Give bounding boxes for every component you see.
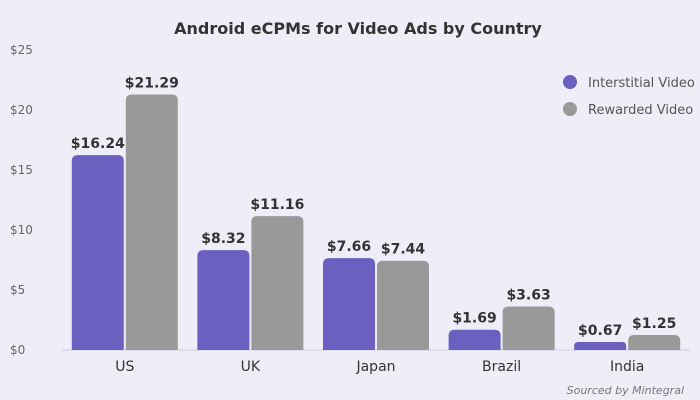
x-tick-label: Japan — [355, 359, 395, 375]
x-tick-label: Brazil — [482, 359, 521, 375]
x-tick-label: UK — [241, 359, 261, 375]
data-label: $3.63 — [506, 287, 550, 303]
legend-label: Rewarded Video — [588, 103, 693, 118]
bar-japan-rewarded — [377, 260, 429, 350]
data-label: $1.69 — [452, 311, 496, 327]
x-tick-label: US — [115, 359, 134, 375]
data-label: $0.67 — [578, 323, 622, 339]
data-label: $16.24 — [71, 136, 125, 152]
data-label: $1.25 — [632, 316, 676, 332]
bars: $16.24 $21.29 $8.32 $11.16 $7.66 $7.44 $1.69 $3… — [71, 76, 681, 351]
x-tick-label: India — [610, 359, 644, 375]
source-note: Sourced by Mintegral — [567, 384, 684, 397]
chart-title: Android eCPMs for Video Ads by Country — [174, 19, 542, 38]
bar-uk-interstitial — [197, 250, 250, 350]
bar-brazil-interstitial — [448, 329, 501, 350]
bar-us-interstitial — [71, 155, 124, 350]
y-tick-label: $20 — [10, 103, 33, 117]
y-tick-label: $0 — [10, 343, 25, 357]
data-label: $8.32 — [201, 231, 245, 247]
bar-uk-rewarded — [251, 216, 304, 350]
bar-india-rewarded — [628, 335, 681, 350]
legend-label: Interstitial Video — [588, 76, 695, 91]
bar-japan-interstitial — [323, 258, 375, 350]
legend-swatch — [563, 102, 577, 116]
legend-swatch — [563, 75, 577, 89]
data-label: $7.44 — [381, 242, 426, 258]
y-tick-label: $5 — [10, 283, 25, 297]
data-label: $7.66 — [327, 239, 371, 255]
bar-us-rewarded — [125, 94, 178, 351]
y-tick-label: $15 — [10, 163, 33, 177]
y-tick-label: $25 — [10, 43, 33, 57]
data-label: $11.16 — [250, 197, 304, 213]
y-tick-label: $10 — [10, 223, 33, 237]
bar-brazil-rewarded — [502, 306, 555, 350]
bar-india-interstitial — [574, 341, 627, 350]
data-label: $21.29 — [125, 76, 179, 92]
legend: Interstitial Video Rewarded Video — [563, 75, 695, 118]
